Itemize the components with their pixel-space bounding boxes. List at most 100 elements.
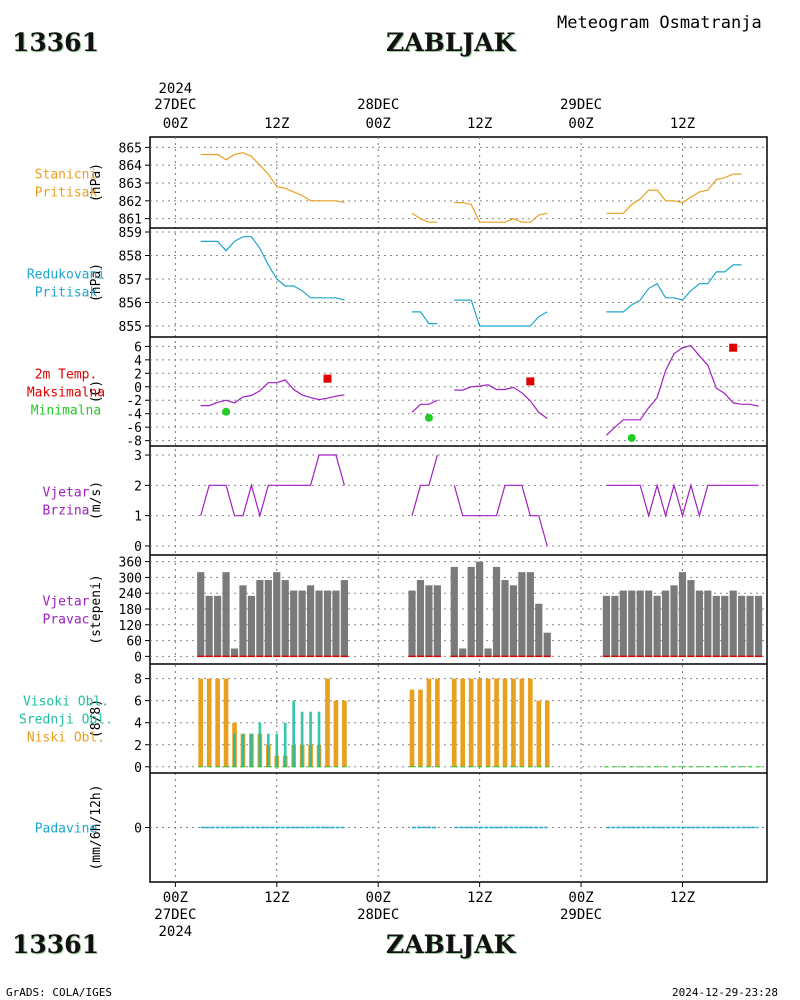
series-line xyxy=(605,345,759,436)
y-tick-label: 6 xyxy=(134,340,142,355)
x-axis-bottom-date: 28DEC xyxy=(357,907,399,923)
panel-label: Srednji Obl. xyxy=(19,713,113,728)
y-tick-label: 180 xyxy=(119,603,142,618)
series-line xyxy=(411,454,438,516)
low-cloud-bar xyxy=(528,678,533,767)
low-cloud-bar xyxy=(342,700,347,767)
panel-label: Pritisak xyxy=(35,186,98,201)
y-tick-label: 300 xyxy=(119,571,142,586)
y-tick-label: 864 xyxy=(119,159,143,174)
wind-direction-bar xyxy=(256,580,264,657)
series-line xyxy=(606,173,742,214)
wind-direction-bar xyxy=(653,595,661,657)
low-cloud-bar xyxy=(544,700,550,767)
y-tick-label: 2 xyxy=(134,367,142,382)
series-line xyxy=(453,484,548,547)
wind-direction-bar xyxy=(611,595,619,657)
series-line xyxy=(454,384,548,419)
wind-direction-bar xyxy=(729,590,737,657)
y-tick-label: 0 xyxy=(134,650,142,665)
y-tick-label: 4 xyxy=(134,354,142,369)
y-tick-label: -6 xyxy=(126,421,142,436)
wind-direction-bar xyxy=(602,595,611,657)
series-line xyxy=(200,379,345,407)
wind-direction-bar xyxy=(526,572,534,657)
wind-direction-bar xyxy=(509,585,518,657)
wind-direction-bar xyxy=(467,566,475,657)
wind-direction-bar xyxy=(535,603,543,657)
y-tick-label: 0 xyxy=(134,822,142,837)
wind-direction-bar xyxy=(315,590,323,657)
x-axis-bottom-tick: 00Z xyxy=(568,890,593,906)
low-cloud-bar xyxy=(485,678,491,767)
wind-direction-bar xyxy=(281,580,289,657)
series-line xyxy=(411,212,438,223)
series-line xyxy=(412,311,438,325)
mid-cloud-bar xyxy=(283,722,287,767)
wind-direction-bar xyxy=(619,590,627,657)
wind-direction-bar xyxy=(712,595,720,657)
wind-direction-bar xyxy=(273,572,281,657)
x-axis-bottom-date: 29DEC xyxy=(560,907,602,923)
y-tick-label: 2 xyxy=(134,479,142,494)
x-axis-top-year: 2024 xyxy=(158,81,192,97)
y-tick-label: 4 xyxy=(134,717,142,732)
y-axis-unit: (mm/6h/12h) xyxy=(89,784,104,870)
wind-direction-bar xyxy=(450,566,458,657)
y-tick-label: 857 xyxy=(119,273,142,288)
x-axis-top-tick: 00Z xyxy=(163,116,188,132)
panel-label: Pravac xyxy=(43,613,90,628)
low-cloud-bar xyxy=(418,689,423,767)
panel-label: Vjetar xyxy=(43,595,90,610)
y-axis-unit: (m/s) xyxy=(89,481,104,520)
mid-cloud-bar xyxy=(300,711,304,767)
y-tick-label: 855 xyxy=(119,320,142,335)
x-axis-bottom-tick: 12Z xyxy=(467,890,492,906)
y-tick-label: -8 xyxy=(126,435,142,450)
low-cloud-bar xyxy=(511,678,516,767)
wind-direction-bar xyxy=(628,590,636,657)
wind-direction-bar xyxy=(332,590,340,657)
mid-cloud-bar xyxy=(275,733,279,767)
station-id: 13361 xyxy=(12,28,99,57)
low-cloud-bar xyxy=(435,678,440,767)
wind-direction-bar xyxy=(290,590,298,657)
y-tick-label: 865 xyxy=(119,141,142,156)
series-line xyxy=(606,264,742,313)
low-cloud-bar xyxy=(206,678,212,767)
wind-direction-bar xyxy=(197,572,205,657)
series-line xyxy=(200,236,345,301)
series-line xyxy=(454,202,548,223)
y-tick-label: 2 xyxy=(134,739,142,754)
wind-direction-bar xyxy=(501,580,509,657)
x-axis-bottom-tick: 12Z xyxy=(264,890,289,906)
mid-cloud-bar xyxy=(292,700,296,767)
wind-direction-bar xyxy=(687,580,695,657)
wind-direction-bar xyxy=(323,590,332,657)
x-axis-top-tick: 12Z xyxy=(467,116,492,132)
low-cloud-bar xyxy=(502,678,508,767)
wind-direction-bar xyxy=(484,648,492,657)
chart-frame xyxy=(149,136,768,883)
x-axis-bottom-tick: 00Z xyxy=(366,890,391,906)
low-cloud-bar xyxy=(536,700,542,767)
min-temp-marker xyxy=(222,407,231,416)
y-tick-label: 0 xyxy=(134,761,142,776)
wind-direction-bar xyxy=(704,590,712,657)
wind-direction-bar xyxy=(459,648,467,657)
x-axis-top-tick: 12Z xyxy=(264,116,289,132)
panel-label: Stanicni xyxy=(35,168,98,183)
panel-label: Padavine xyxy=(35,822,98,837)
panel-label: Niski Obl. xyxy=(27,731,105,746)
max-temp-marker xyxy=(526,377,535,386)
low-cloud-bar xyxy=(494,678,499,767)
series-line xyxy=(200,152,345,204)
low-cloud-bar xyxy=(477,678,482,767)
timestamp-label: 2024-12-29-23:28 xyxy=(672,986,778,999)
wind-direction-bar xyxy=(222,572,230,657)
x-axis-bottom-tick: 12Z xyxy=(670,890,695,906)
wind-direction-bar xyxy=(416,580,425,657)
wind-direction-bar xyxy=(298,590,306,657)
y-tick-label: 862 xyxy=(119,195,142,210)
x-axis-bottom-date: 27DEC xyxy=(154,907,196,923)
